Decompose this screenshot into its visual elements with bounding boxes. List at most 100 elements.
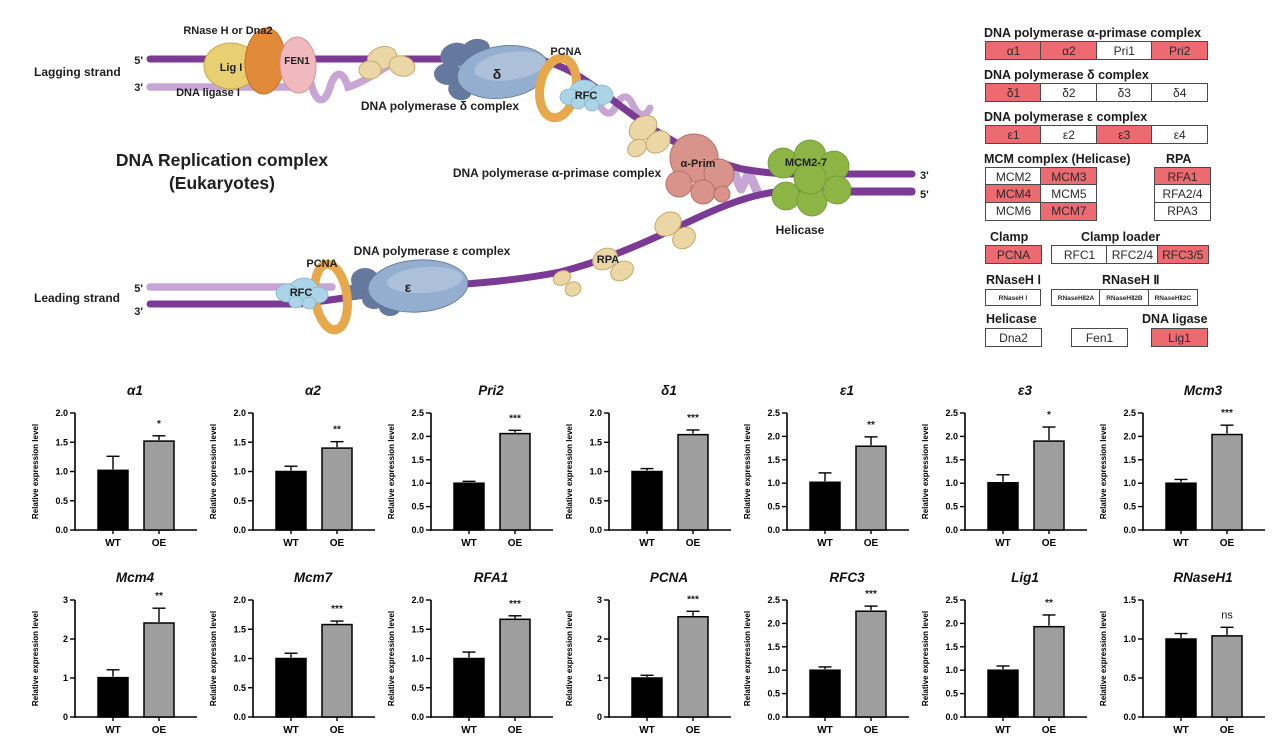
y-tick-label: 0.0 <box>55 525 68 535</box>
oe-bar <box>1033 440 1065 531</box>
significance-label: ns <box>1221 609 1233 621</box>
y-axis-title: Relative expression level <box>209 611 218 706</box>
gene-cell: α1 <box>985 41 1042 60</box>
gene-group-header: Clamp <box>990 230 1029 244</box>
oe-bar <box>499 618 531 718</box>
y-tick-label: 2.5 <box>767 408 780 418</box>
y-tick-label: 1.0 <box>945 478 958 488</box>
y-tick-label: 2 <box>63 634 68 644</box>
y-tick-label: 0.0 <box>767 525 780 535</box>
diagram-title-line2: (Eukaryotes) <box>169 173 275 193</box>
gene-group-header: RNaseH Ⅰ <box>986 273 1042 287</box>
y-tick-label: 1.0 <box>411 654 424 664</box>
y-tick-label: 1.0 <box>55 467 68 477</box>
mcm2-7-blob <box>767 139 852 217</box>
chart-title: α1 <box>127 383 143 398</box>
y-tick-label: 1 <box>597 673 602 683</box>
expression-chart: Mcm7 0.0 0.5 1.0 1.5 2.0 WT OE *** Relative expre… <box>206 562 384 749</box>
pol-epsilon-label: DNA polymerase ε complex <box>354 244 511 258</box>
y-tick-label: 0.5 <box>767 689 780 699</box>
y-axis-title: Relative expression level <box>387 424 396 519</box>
chart-title: α2 <box>305 383 321 398</box>
chart-title: RFA1 <box>473 570 509 585</box>
expression-chart: PCNA 0 1 2 3 WT OE *** Relative expression level <box>562 562 740 749</box>
expression-chart: ε1 0.0 0.5 1.0 1.5 2.0 2.5 WT OE ** Relative expre… <box>740 375 918 562</box>
wt-bar <box>631 470 663 531</box>
pcna-bottom-label: PCNA <box>306 258 337 270</box>
x-tick-label: OE <box>152 725 167 736</box>
x-tick-label: OE <box>508 538 523 549</box>
delta-letter: δ <box>493 66 502 82</box>
gene-group-alpha: DNA polymerase α-primase complex α1 α2 P… <box>984 26 1274 62</box>
chart-plot: 0.0 0.5 1.0 1.5 2.0 2.5 WT OE *** Relative expres… <box>743 589 909 736</box>
y-tick-label: 0.0 <box>411 525 424 535</box>
y-tick-label: 0.5 <box>233 496 246 506</box>
gene-cell: RNaseHⅡ2C <box>1147 289 1198 306</box>
rnaseh-dna2-label: RNase H or Dna2 <box>183 25 272 37</box>
y-tick-label: 0.0 <box>945 525 958 535</box>
gene-cell: ε1 <box>985 125 1042 144</box>
y-tick-label: 1.5 <box>411 624 424 634</box>
x-tick-label: WT <box>283 725 299 736</box>
y-tick-label: 1.5 <box>945 642 958 652</box>
gene-group-header: MCM complex (Helicase) <box>984 152 1131 166</box>
pol-delta-label: DNA polymerase δ complex <box>361 99 520 113</box>
gene-cell: RFC1 <box>1051 245 1108 264</box>
chart-plot: 0.0 0.5 1.0 1.5 2.0 2.5 WT OE * Relative expressi… <box>921 408 1087 549</box>
y-tick-label: 1 <box>63 673 68 683</box>
chart-plot: 0.0 0.5 1.0 1.5 WT OE ns Relative expression le… <box>1099 595 1265 736</box>
x-tick-label: WT <box>461 725 477 736</box>
gene-cell: Fen1 <box>1071 328 1128 347</box>
wt-bar <box>809 481 841 531</box>
y-tick-label: 2.0 <box>411 595 424 605</box>
y-tick-label: 0.0 <box>233 712 246 722</box>
gene-group-epsilon: DNA polymerase ε complex ε1 ε2 ε3 ε4 <box>984 110 1274 146</box>
expression-chart: Pri2 0.0 0.5 1.0 1.5 2.0 2.5 WT OE *** Relative ex… <box>384 375 562 562</box>
chart-plot: 0.0 0.5 1.0 1.5 2.0 2.5 WT OE *** Relative expres… <box>387 408 553 549</box>
y-axis-title: Relative expression level <box>209 424 218 519</box>
y-tick-label: 1.0 <box>767 478 780 488</box>
y-tick-label: 1.5 <box>589 437 602 447</box>
gene-cell: MCM7 <box>1040 201 1098 221</box>
gene-cell: δ2 <box>1040 83 1098 102</box>
chart-plot: 0.0 0.5 1.0 1.5 2.0 WT OE *** Relative expressio… <box>209 595 375 736</box>
chart-title: Mcm4 <box>115 570 155 585</box>
y-tick-label: 1.0 <box>233 654 246 664</box>
three-prime-top: 3' <box>134 82 143 94</box>
chart-title: ε1 <box>840 383 854 398</box>
expression-chart: Lig1 0.0 0.5 1.0 1.5 2.0 2.5 WT OE ** Relative exp… <box>918 562 1096 749</box>
expression-chart: Mcm4 0 1 2 3 WT OE ** Relative expression level <box>28 562 206 749</box>
wt-bar <box>1165 638 1197 718</box>
y-tick-label: 0 <box>63 712 68 722</box>
y-tick-label: 2.5 <box>411 408 424 418</box>
pcna-top-label: PCNA <box>550 46 581 58</box>
rna-primer-squiggle <box>594 93 654 118</box>
wt-bar <box>987 669 1019 718</box>
y-tick-label: 1.0 <box>767 665 780 675</box>
gene-cell: δ1 <box>985 83 1042 102</box>
oe-bar <box>677 616 709 718</box>
gene-cell: RNaseHⅡ2B <box>1099 289 1150 306</box>
significance-label: *** <box>331 604 343 615</box>
wt-bar <box>453 482 485 531</box>
wt-bar <box>453 657 485 718</box>
y-tick-label: 0.5 <box>55 496 68 506</box>
x-tick-label: OE <box>864 725 879 736</box>
chart-title: PCNA <box>649 570 689 585</box>
expression-chart: RNaseH1 0.0 0.5 1.0 1.5 WT OE ns Relative expres… <box>1096 562 1274 749</box>
y-axis-title: Relative expression level <box>743 611 752 706</box>
chart-plot: 0.0 0.5 1.0 1.5 2.0 WT OE * Relative expression … <box>31 408 197 549</box>
wt-bar <box>809 669 841 718</box>
y-tick-label: 0.0 <box>411 712 424 722</box>
chart-plot: 0.0 0.5 1.0 1.5 2.0 WT OE *** Relative expressio… <box>387 595 553 736</box>
y-tick-label: 1.5 <box>1123 595 1136 605</box>
y-axis-title: Relative expression level <box>1099 424 1108 519</box>
chart-plot: 0 1 2 3 WT OE ** Relative expression level <box>31 591 197 736</box>
gene-cell: ε3 <box>1095 125 1153 144</box>
x-tick-label: WT <box>817 725 833 736</box>
x-tick-label: OE <box>1042 538 1057 549</box>
expression-chart: α1 0.0 0.5 1.0 1.5 2.0 WT OE * Relative expressio… <box>28 375 206 562</box>
primer-squiggle-fork <box>728 165 762 196</box>
y-tick-label: 2.5 <box>1123 408 1136 418</box>
y-tick-label: 3 <box>63 595 68 605</box>
